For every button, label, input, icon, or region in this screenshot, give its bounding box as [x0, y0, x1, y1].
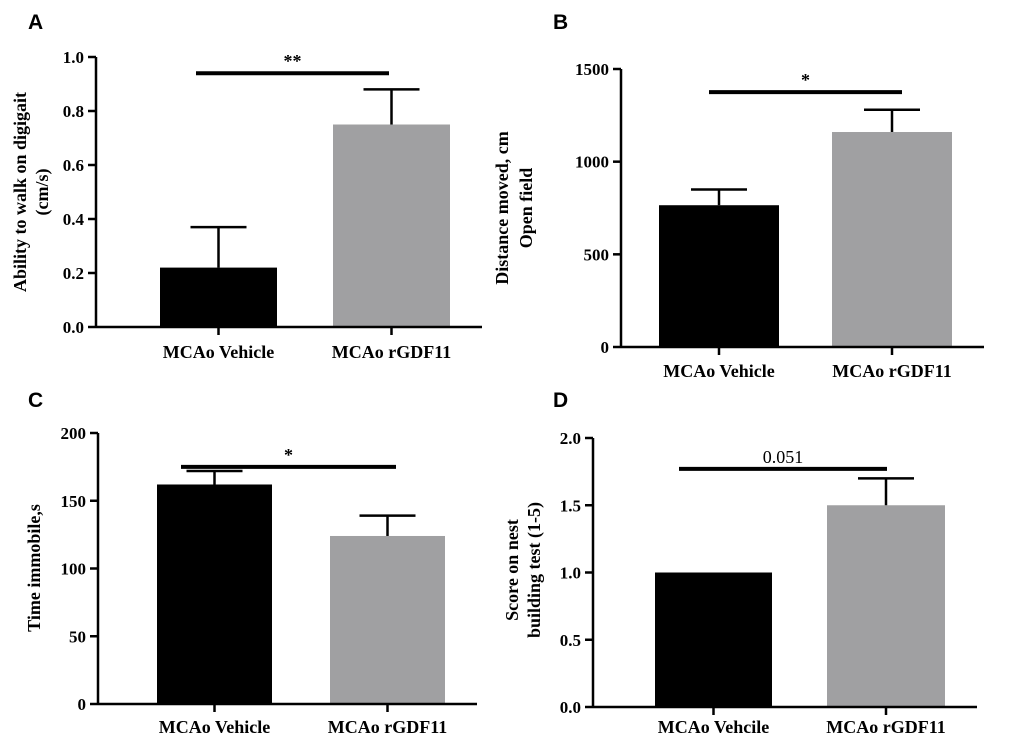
y-tick-label-a: 0.8 — [63, 102, 84, 121]
y-tick-label-b: 1000 — [575, 153, 609, 172]
panel-letter-c: C — [28, 389, 43, 412]
y-axis-label-d: building test (1-5) — [524, 502, 545, 638]
y-axis-label-b: Distance moved, cm — [492, 131, 512, 284]
y-tick-label-b: 500 — [584, 245, 610, 264]
bar-c-rgdf11 — [330, 535, 445, 704]
bar-c-vehicle — [157, 484, 272, 704]
y-tick-label-c: 50 — [69, 627, 86, 646]
y-axis-label-a: (cm/s) — [32, 169, 53, 216]
panel-d: D 0.0 0.5 1.0 1.5 2.0 MCAo Vehcile MCAo rGDF11 S… — [502, 389, 977, 737]
significance-label-d: 0.051 — [763, 447, 804, 467]
category-label-a: MCAo rGDF11 — [332, 342, 451, 362]
y-tick-label-b: 0 — [601, 338, 610, 357]
y-tick-label-a: 0.6 — [63, 156, 84, 175]
y-tick-label-d: 1.0 — [560, 564, 581, 583]
bar-a-vehicle — [160, 267, 277, 327]
panel-letter-b: B — [553, 11, 568, 34]
y-tick-label-a: 0.2 — [63, 264, 84, 283]
panel-b: B 0 500 1000 1500 MCAo Vehicle MCAo rGDF11 Dist… — [492, 11, 984, 381]
y-axis-label-d: Score on nest — [502, 519, 522, 621]
y-tick-label-d: 1.5 — [560, 496, 581, 515]
y-tick-label-d: 0.5 — [560, 631, 581, 650]
category-label-d: MCAo rGDF11 — [826, 717, 945, 737]
y-tick-label-c: 100 — [61, 560, 87, 579]
category-label-c: MCAo Vehicle — [159, 717, 271, 737]
category-label-b: MCAo Vehicle — [663, 361, 775, 381]
bar-a-rgdf11 — [333, 124, 450, 327]
significance-label-a: ** — [284, 51, 302, 71]
panel-letter-d: D — [553, 389, 568, 412]
panel-letter-a: A — [28, 11, 43, 34]
panel-c: C 0 50 100 150 200 MCAo Vehicle MCAo rGDF11 Time… — [24, 389, 477, 737]
y-tick-label-d: 0.0 — [560, 698, 581, 717]
panel-a: A 0.0 0.2 0.4 0.6 0.8 1.0 MCAo Vehicle MCAo rGDF… — [10, 11, 482, 362]
bar-b-vehicle — [659, 205, 779, 347]
category-label-c: MCAo rGDF11 — [328, 717, 447, 737]
category-label-d: MCAo Vehcile — [658, 717, 770, 737]
y-tick-label-a: 0.0 — [63, 318, 84, 337]
y-tick-label-d: 2.0 — [560, 429, 581, 448]
significance-label-b: * — [801, 70, 810, 90]
category-label-b: MCAo rGDF11 — [832, 361, 951, 381]
significance-label-c: * — [284, 445, 293, 465]
bar-d-vehicle — [655, 572, 772, 707]
y-tick-label-c: 200 — [61, 424, 87, 443]
bar-d-rgdf11 — [827, 505, 945, 707]
bar-b-rgdf11 — [832, 132, 952, 347]
y-axis-label-c: Time immobile,s — [24, 504, 44, 632]
category-label-a: MCAo Vehicle — [163, 342, 275, 362]
y-tick-label-c: 150 — [61, 492, 87, 511]
y-tick-label-a: 1.0 — [63, 48, 84, 67]
y-tick-label-a: 0.4 — [63, 210, 85, 229]
y-axis-label-a: Ability to walk on digigait — [10, 92, 30, 292]
y-axis-label-b: Open field — [516, 168, 536, 249]
y-tick-label-c: 0 — [78, 695, 87, 714]
y-tick-label-b: 1500 — [575, 60, 609, 79]
